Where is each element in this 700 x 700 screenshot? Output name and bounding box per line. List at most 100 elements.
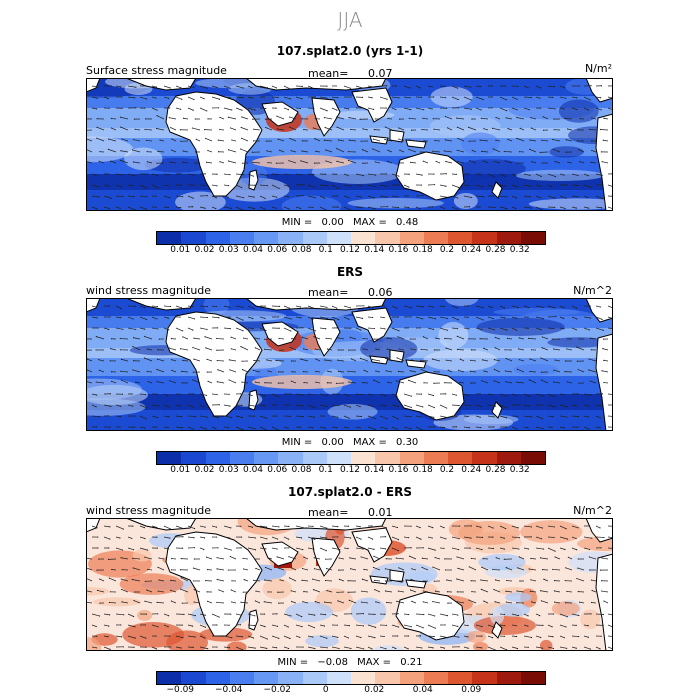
panel-2-min-label: MIN =: [281, 437, 313, 448]
colorbar-swatch: [472, 672, 497, 684]
colorbar-tick-label: 0.03: [218, 245, 239, 255]
panel-2-max-label: MAX =: [352, 437, 387, 448]
colorbar-tick-label: 0.14: [364, 465, 385, 475]
panel-3-max-value: 0.21: [400, 657, 423, 668]
colorbar-tick-label: 0.18: [412, 465, 433, 475]
colorbar-tick-label: 0.24: [461, 465, 482, 475]
colorbar-swatch: [423, 232, 448, 244]
colorbar-swatch: [351, 452, 376, 464]
colorbar-tick-label: 0.06: [267, 465, 288, 475]
colorbar-swatch: [423, 452, 448, 464]
colorbar-tick-label: 0.01: [170, 465, 191, 475]
colorbar-swatch: [448, 672, 473, 684]
colorbar-swatch: [157, 452, 182, 464]
panel-1-mean-value: 0.07: [368, 67, 393, 80]
colorbar-tick-label: 0.1: [318, 465, 333, 475]
colorbar-swatch: [278, 232, 303, 244]
colorbar-tick-label: 0.14: [364, 245, 385, 255]
colorbar-swatch: [399, 672, 424, 684]
colorbar-tick-label: 0.16: [388, 245, 409, 255]
panel-2-colorbar-ticks: 0.01 0.02 0.03 0.04 0.06 0.08 0.1 0.12 0.14 0.16 0…: [156, 465, 546, 477]
panel-1-max-value: 0.48: [396, 217, 419, 228]
panel-2-units: N/m^2: [573, 284, 612, 297]
colorbar-swatch: [205, 452, 230, 464]
colorbar-tick-label: 0.03: [218, 465, 239, 475]
colorbar-swatch: [472, 232, 497, 244]
colorbar-tick-label: 0.32: [509, 465, 530, 475]
panel-3-colorbar: [156, 671, 546, 685]
colorbar-swatch: [375, 672, 400, 684]
panel-2-mean-label: mean=: [308, 286, 349, 299]
colorbar-swatch: [326, 452, 351, 464]
colorbar-tick-label: 0.02: [194, 465, 215, 475]
colorbar-swatch: [496, 232, 521, 244]
colorbar-tick-label: 0.32: [509, 245, 530, 255]
panel-2-minmax: MIN = 0.00 MAX = 0.30: [0, 437, 700, 448]
colorbar-tick-label: 0.01: [170, 245, 191, 255]
panel-3-minmax: MIN = −0.08 MAX = 0.21: [0, 657, 700, 668]
colorbar-tick-label: 0.12: [339, 245, 361, 255]
panel-1-field-label: Surface stress magnitude: [86, 64, 227, 77]
colorbar-swatch: [423, 672, 448, 684]
panel-3-min-label: MIN =: [277, 657, 309, 668]
panel-1-min-value: 0.00: [321, 217, 344, 228]
colorbar-swatch: [302, 672, 327, 684]
panel-3-colorbar-ticks: −0.09 −0.04 −0.02 0 0.02 0.04 0.09: [156, 685, 546, 697]
panel-3-mean-label: mean=: [308, 506, 349, 519]
colorbar-tick-label: 0.1: [318, 245, 333, 255]
panel-2-max-value: 0.30: [396, 437, 419, 448]
colorbar-swatch: [351, 232, 376, 244]
panel-1-colorbar-ticks: 0.01 0.02 0.03 0.04 0.06 0.08 0.1 0.12 0.14 0.16 0…: [156, 245, 546, 257]
colorbar-swatch: [399, 232, 424, 244]
colorbar-tick-label: 0.24: [461, 245, 482, 255]
colorbar-swatch: [520, 452, 545, 464]
colorbar-tick-label: −0.09: [166, 685, 195, 695]
colorbar-swatch: [278, 452, 303, 464]
colorbar-swatch: [278, 672, 303, 684]
colorbar-tick-label: 0.08: [291, 245, 312, 255]
colorbar-swatch: [399, 452, 424, 464]
panel-3-title: 107.splat2.0 - ERS: [288, 485, 412, 499]
colorbar-tick-label: 0.08: [291, 465, 312, 475]
colorbar-tick-label: 0.04: [242, 465, 264, 475]
panel-1-colorbar: [156, 231, 546, 245]
colorbar-swatch: [302, 232, 327, 244]
colorbar-tick-label: 0: [322, 685, 329, 695]
colorbar-swatch: [520, 232, 545, 244]
panel-1-minmax: MIN = 0.00 MAX = 0.48: [0, 217, 700, 228]
panel-3-field-label: wind stress magnitude: [86, 504, 212, 517]
colorbar-swatch: [448, 232, 473, 244]
panel-2-map: [86, 298, 613, 431]
colorbar-swatch: [205, 672, 230, 684]
panel-3-units: N/m^2: [573, 504, 612, 517]
colorbar-tick-label: 0.28: [485, 465, 506, 475]
colorbar-tick-label: 0.04: [242, 245, 264, 255]
panel-1-mean-label: mean=: [308, 67, 349, 80]
colorbar-swatch: [205, 232, 230, 244]
colorbar-swatch: [254, 672, 279, 684]
colorbar-swatch: [448, 452, 473, 464]
colorbar-swatch: [472, 452, 497, 464]
colorbar-tick-label: 0.28: [485, 245, 506, 255]
colorbar-swatch: [520, 672, 545, 684]
panel-1-max-label: MAX =: [352, 217, 387, 228]
panel-1-units: N/m²: [584, 62, 612, 75]
colorbar-swatch: [326, 672, 351, 684]
colorbar-swatch: [351, 672, 376, 684]
panel-3-min-value: −0.08: [317, 657, 348, 668]
colorbar-tick-label: 0.04: [412, 685, 433, 695]
panel-2-title: ERS: [336, 265, 364, 279]
colorbar-swatch: [375, 452, 400, 464]
colorbar-tick-label: 0.02: [194, 245, 215, 255]
panel-3-max-label: MAX =: [357, 657, 392, 668]
colorbar-swatch: [157, 232, 182, 244]
colorbar-swatch: [302, 452, 327, 464]
colorbar-swatch: [496, 452, 521, 464]
colorbar-tick-label: 0.18: [412, 245, 433, 255]
panel-3-map: [86, 518, 613, 651]
panel-2-min-value: 0.00: [321, 437, 344, 448]
colorbar-swatch: [229, 452, 254, 464]
colorbar-tick-label: 0.06: [267, 245, 288, 255]
panel-3-mean-value: 0.01: [368, 506, 393, 519]
colorbar-tick-label: 0.2: [439, 465, 455, 475]
